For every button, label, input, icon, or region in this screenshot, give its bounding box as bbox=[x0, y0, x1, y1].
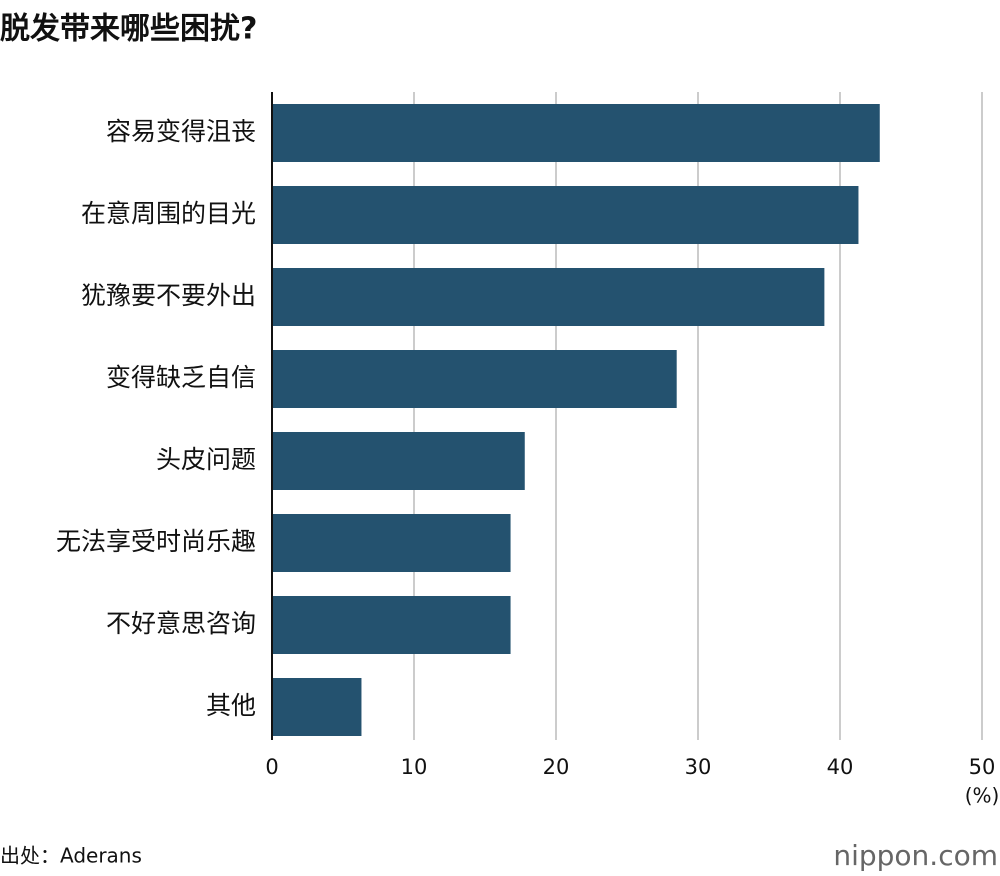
chart-title: 脱发带来哪些困扰? bbox=[0, 12, 257, 47]
x-tick-label: 0 bbox=[265, 755, 278, 779]
bar bbox=[272, 268, 825, 326]
bar bbox=[272, 104, 880, 162]
y-tick-label: 不好意思咨询 bbox=[106, 609, 256, 638]
x-tick-label: 50 bbox=[969, 755, 996, 779]
bar bbox=[272, 678, 362, 736]
bar bbox=[272, 350, 677, 408]
y-tick-label: 容易变得沮丧 bbox=[106, 117, 256, 146]
x-tick-label: 30 bbox=[685, 755, 712, 779]
y-tick-label: 变得缺乏自信 bbox=[106, 363, 256, 392]
x-tick-label: 20 bbox=[543, 755, 570, 779]
y-tick-label: 犹豫要不要外出 bbox=[81, 281, 256, 310]
bar bbox=[272, 514, 511, 572]
bar bbox=[272, 186, 859, 244]
x-unit: (%) bbox=[965, 784, 1000, 808]
y-tick-label: 头皮问题 bbox=[156, 445, 256, 474]
y-tick-label: 无法享受时尚乐趣 bbox=[56, 527, 256, 556]
bar bbox=[272, 432, 525, 490]
y-tick-label: 其他 bbox=[206, 691, 256, 720]
bar bbox=[272, 596, 511, 654]
source: 出处：Aderans bbox=[0, 844, 142, 868]
y-tick-label: 在意周围的目光 bbox=[81, 199, 256, 228]
logo: nippon.com bbox=[833, 839, 998, 872]
x-tick-label: 40 bbox=[827, 755, 854, 779]
x-tick-label: 10 bbox=[401, 755, 428, 779]
